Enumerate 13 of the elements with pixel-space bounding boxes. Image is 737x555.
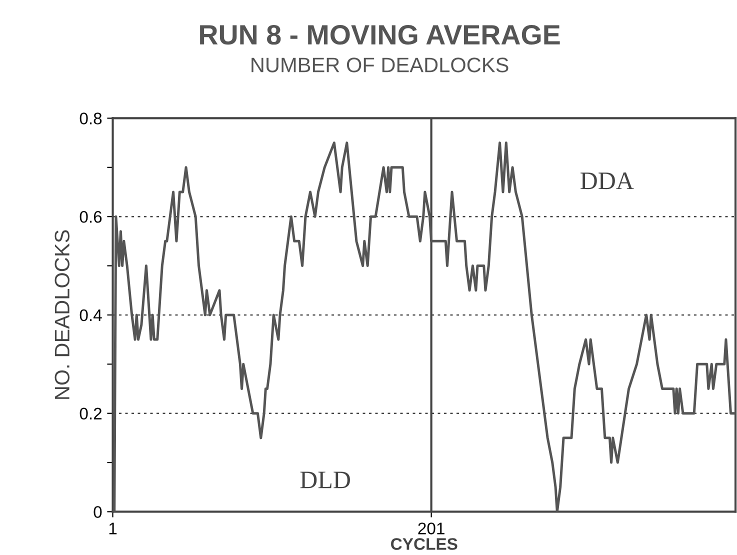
y-tick-label: 0.6	[80, 210, 102, 223]
y-tick-label: 0.8	[80, 112, 102, 124]
x-axis-title: CYCLES	[391, 538, 458, 550]
x-tick-label: 1	[109, 522, 117, 534]
annotation: DDA	[580, 172, 634, 190]
y-axis-title: NO. DEADLOCKS	[54, 230, 70, 399]
y-tick-label: 0	[94, 506, 102, 518]
chart-title: RUN 8 - MOVING AVERAGE	[200, 25, 560, 45]
x-tick-label: 201	[418, 522, 444, 534]
chart-subtitle: NUMBER OF DEADLOCKS	[252, 58, 508, 72]
annotation: DLD	[300, 472, 350, 488]
y-tick-label: 0.4	[80, 309, 102, 322]
y-tick-label: 0.2	[80, 408, 102, 420]
